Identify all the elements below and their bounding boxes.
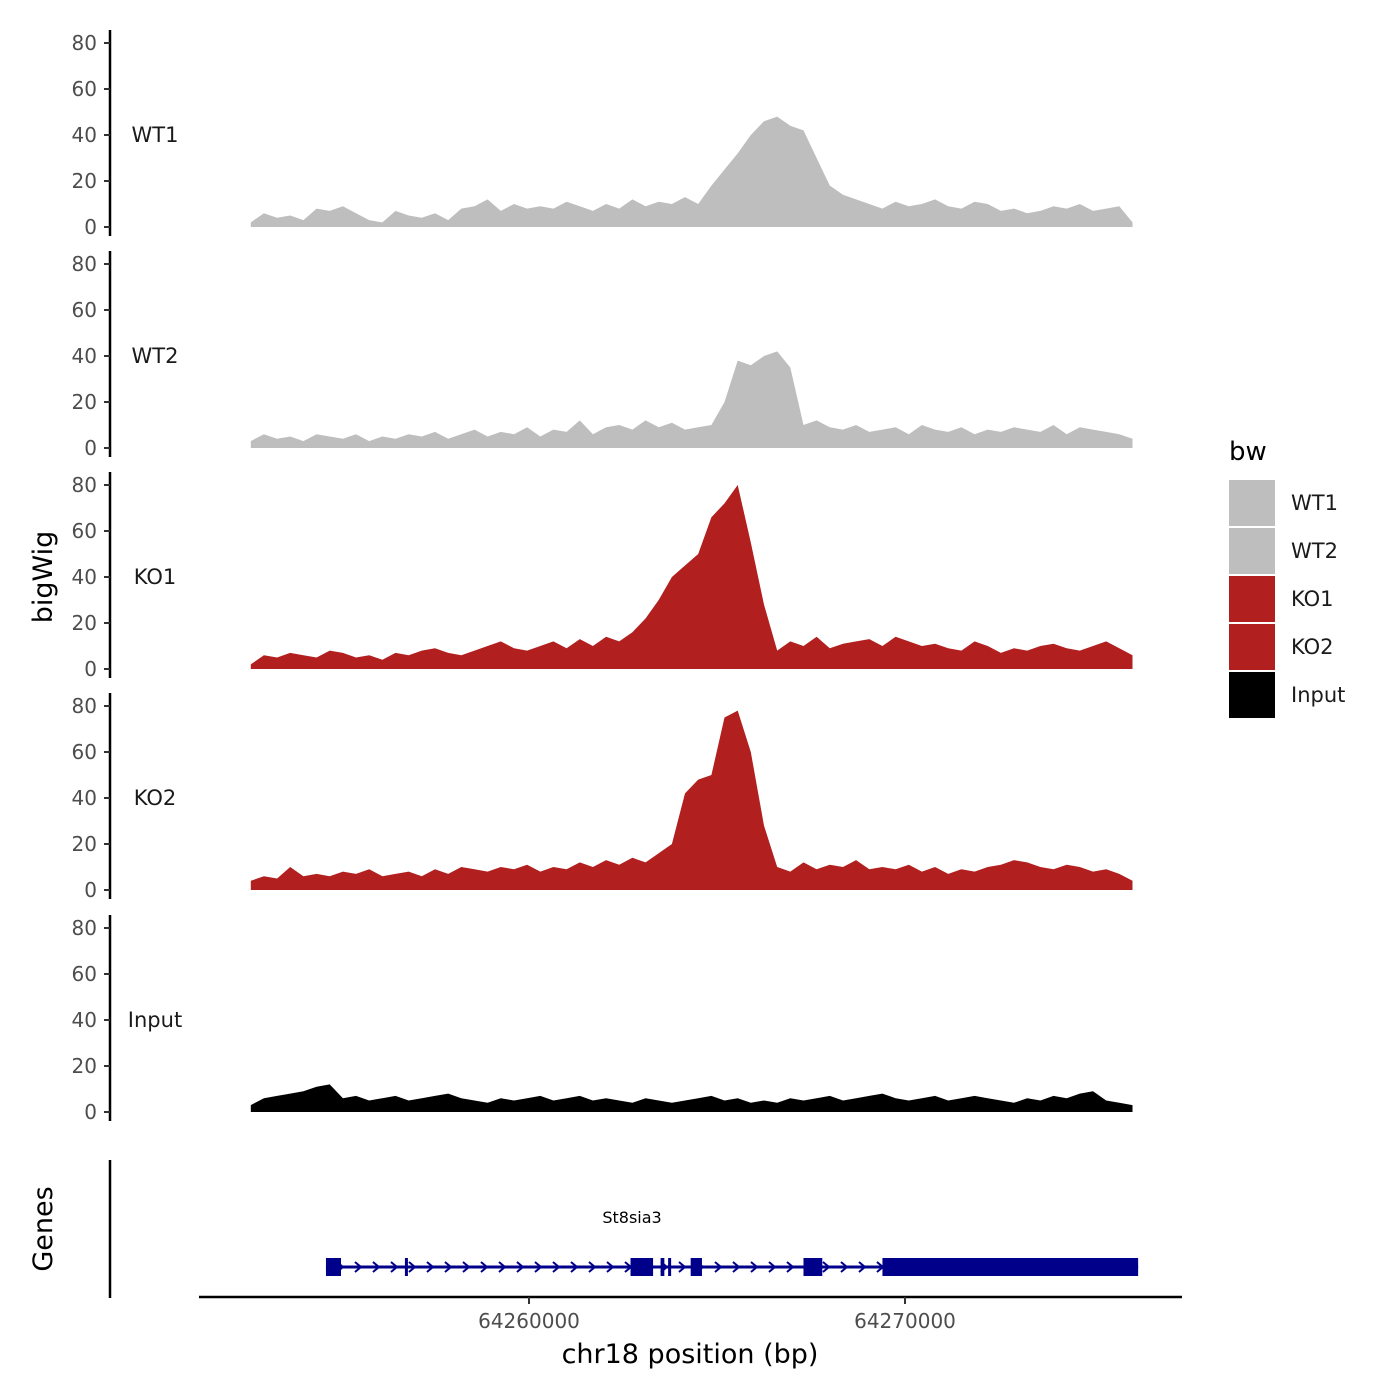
y-axis-title: bigWig xyxy=(28,531,59,624)
strand-arrow xyxy=(516,1261,525,1273)
legend-key-input xyxy=(1229,672,1275,718)
legend-key-ko1 xyxy=(1229,576,1275,622)
exon xyxy=(668,1258,672,1276)
exon xyxy=(404,1258,408,1276)
y-tick-label: 20 xyxy=(72,390,97,414)
strand-arrow xyxy=(588,1261,597,1273)
strand-arrow xyxy=(768,1261,777,1273)
legend: bw WT1 WT2 KO1 KO2 Input xyxy=(1229,437,1345,718)
signal-tracks: 0 20 40 60 80 WT1 0 20 40 60 80 WT2 0 20 40 60 80 KO1 0 20 4… xyxy=(72,30,1133,1124)
y-tick-label: 0 xyxy=(84,878,97,902)
signal-area-wt1 xyxy=(250,116,1133,227)
legend-label-input: Input xyxy=(1291,683,1345,707)
y-tick-label: 40 xyxy=(72,1008,97,1032)
strand-arrow xyxy=(732,1261,741,1273)
track-wt2: 0 20 40 60 80 WT2 xyxy=(72,251,1133,460)
genes-axis-title: Genes xyxy=(28,1186,59,1271)
x-tick-label: 64260000 xyxy=(478,1309,580,1333)
y-tick-label: 60 xyxy=(72,740,97,764)
strand-arrow xyxy=(480,1261,489,1273)
y-tick-label: 20 xyxy=(72,1054,97,1078)
y-tick-label: 80 xyxy=(72,252,97,276)
track-ko1: 0 20 40 60 80 KO1 xyxy=(72,472,1133,681)
strand-arrow xyxy=(606,1261,615,1273)
gene-track: St8sia3 xyxy=(108,1160,1139,1298)
exon xyxy=(882,1258,1139,1276)
track-label: WT2 xyxy=(132,344,179,368)
y-tick-label: 80 xyxy=(72,916,97,940)
strand-arrow xyxy=(390,1261,399,1273)
y-tick-label: 80 xyxy=(72,694,97,718)
legend-label-ko1: KO1 xyxy=(1291,587,1334,611)
strand-arrow xyxy=(408,1261,417,1273)
strand-arrow xyxy=(840,1261,849,1273)
strand-arrow xyxy=(444,1261,453,1273)
y-tick-label: 60 xyxy=(72,519,97,543)
strand-arrow xyxy=(372,1261,381,1273)
y-tick-label: 60 xyxy=(72,77,97,101)
signal-area-wt2 xyxy=(250,351,1133,448)
track-label: WT1 xyxy=(132,123,179,147)
strand-arrow xyxy=(714,1261,723,1273)
track-ko2: 0 20 40 60 80 KO2 xyxy=(72,693,1133,902)
y-tick-label: 60 xyxy=(72,962,97,986)
y-tick-label: 0 xyxy=(84,657,97,681)
y-tick-label: 40 xyxy=(72,786,97,810)
strand-arrow xyxy=(858,1261,867,1273)
legend-label-wt1: WT1 xyxy=(1291,491,1338,515)
strand-arrow xyxy=(552,1261,561,1273)
legend-key-wt1 xyxy=(1229,480,1275,526)
legend-title: bw xyxy=(1229,437,1267,467)
exon xyxy=(690,1258,702,1276)
strand-arrow xyxy=(786,1261,795,1273)
signal-area-input xyxy=(250,1084,1133,1112)
track-input: 0 20 40 60 80 Input xyxy=(72,915,1133,1124)
legend-label-wt2: WT2 xyxy=(1291,539,1338,563)
track-label: KO2 xyxy=(134,786,177,810)
gene-name-label: St8sia3 xyxy=(602,1208,661,1227)
strand-arrow xyxy=(498,1261,507,1273)
legend-key-ko2 xyxy=(1229,624,1275,670)
y-tick-label: 80 xyxy=(72,473,97,497)
y-tick-label: 20 xyxy=(72,611,97,635)
exon xyxy=(325,1258,341,1276)
strand-arrow xyxy=(462,1261,471,1273)
strand-arrow xyxy=(426,1261,435,1273)
strand-arrow xyxy=(354,1261,363,1273)
strand-arrow xyxy=(570,1261,579,1273)
exon xyxy=(630,1258,654,1276)
y-tick-label: 40 xyxy=(72,565,97,589)
legend-label-ko2: KO2 xyxy=(1291,635,1334,659)
y-tick-label: 80 xyxy=(72,31,97,55)
y-tick-label: 20 xyxy=(72,169,97,193)
track-label: KO1 xyxy=(134,565,177,589)
y-tick-label: 60 xyxy=(72,298,97,322)
strand-arrow xyxy=(678,1261,687,1273)
track-label: Input xyxy=(128,1008,182,1032)
strand-arrow xyxy=(534,1261,543,1273)
x-axis: 64260000 64270000 xyxy=(199,1295,1182,1333)
y-tick-label: 0 xyxy=(84,436,97,460)
x-tick-label: 64270000 xyxy=(854,1309,956,1333)
signal-area-ko2 xyxy=(250,710,1133,890)
x-axis-title: chr18 position (bp) xyxy=(562,1339,819,1370)
y-tick-label: 40 xyxy=(72,123,97,147)
y-tick-label: 0 xyxy=(84,215,97,239)
exon xyxy=(803,1258,823,1276)
strand-arrow xyxy=(822,1261,831,1273)
legend-key-wt2 xyxy=(1229,528,1275,574)
y-tick-label: 0 xyxy=(84,1100,97,1124)
y-tick-label: 40 xyxy=(72,344,97,368)
strand-arrow xyxy=(750,1261,759,1273)
signal-area-ko1 xyxy=(250,485,1133,669)
y-tick-label: 20 xyxy=(72,832,97,856)
exon xyxy=(660,1258,665,1276)
track-wt1: 0 20 40 60 80 WT1 xyxy=(72,30,1133,239)
